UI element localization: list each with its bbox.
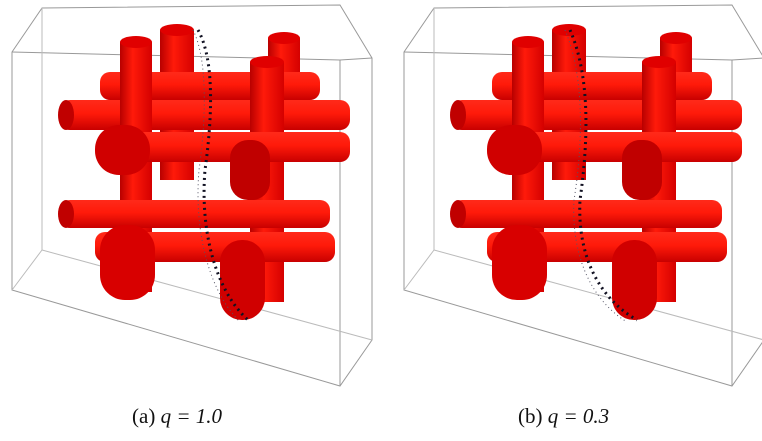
renderings xyxy=(0,0,762,400)
caption-label: (a) xyxy=(132,404,155,428)
caption-a: (a) q = 1.0 xyxy=(132,404,222,429)
panel-a-render xyxy=(12,5,372,386)
figure: (a) q = 1.0 (b) q = 0.3 xyxy=(0,0,762,441)
caption-math: q = 0.3 xyxy=(548,404,609,428)
caption-math: q = 1.0 xyxy=(161,404,222,428)
panel-b-render xyxy=(404,5,762,386)
caption-label: (b) xyxy=(518,404,543,428)
caption-b: (b) q = 0.3 xyxy=(518,404,609,429)
